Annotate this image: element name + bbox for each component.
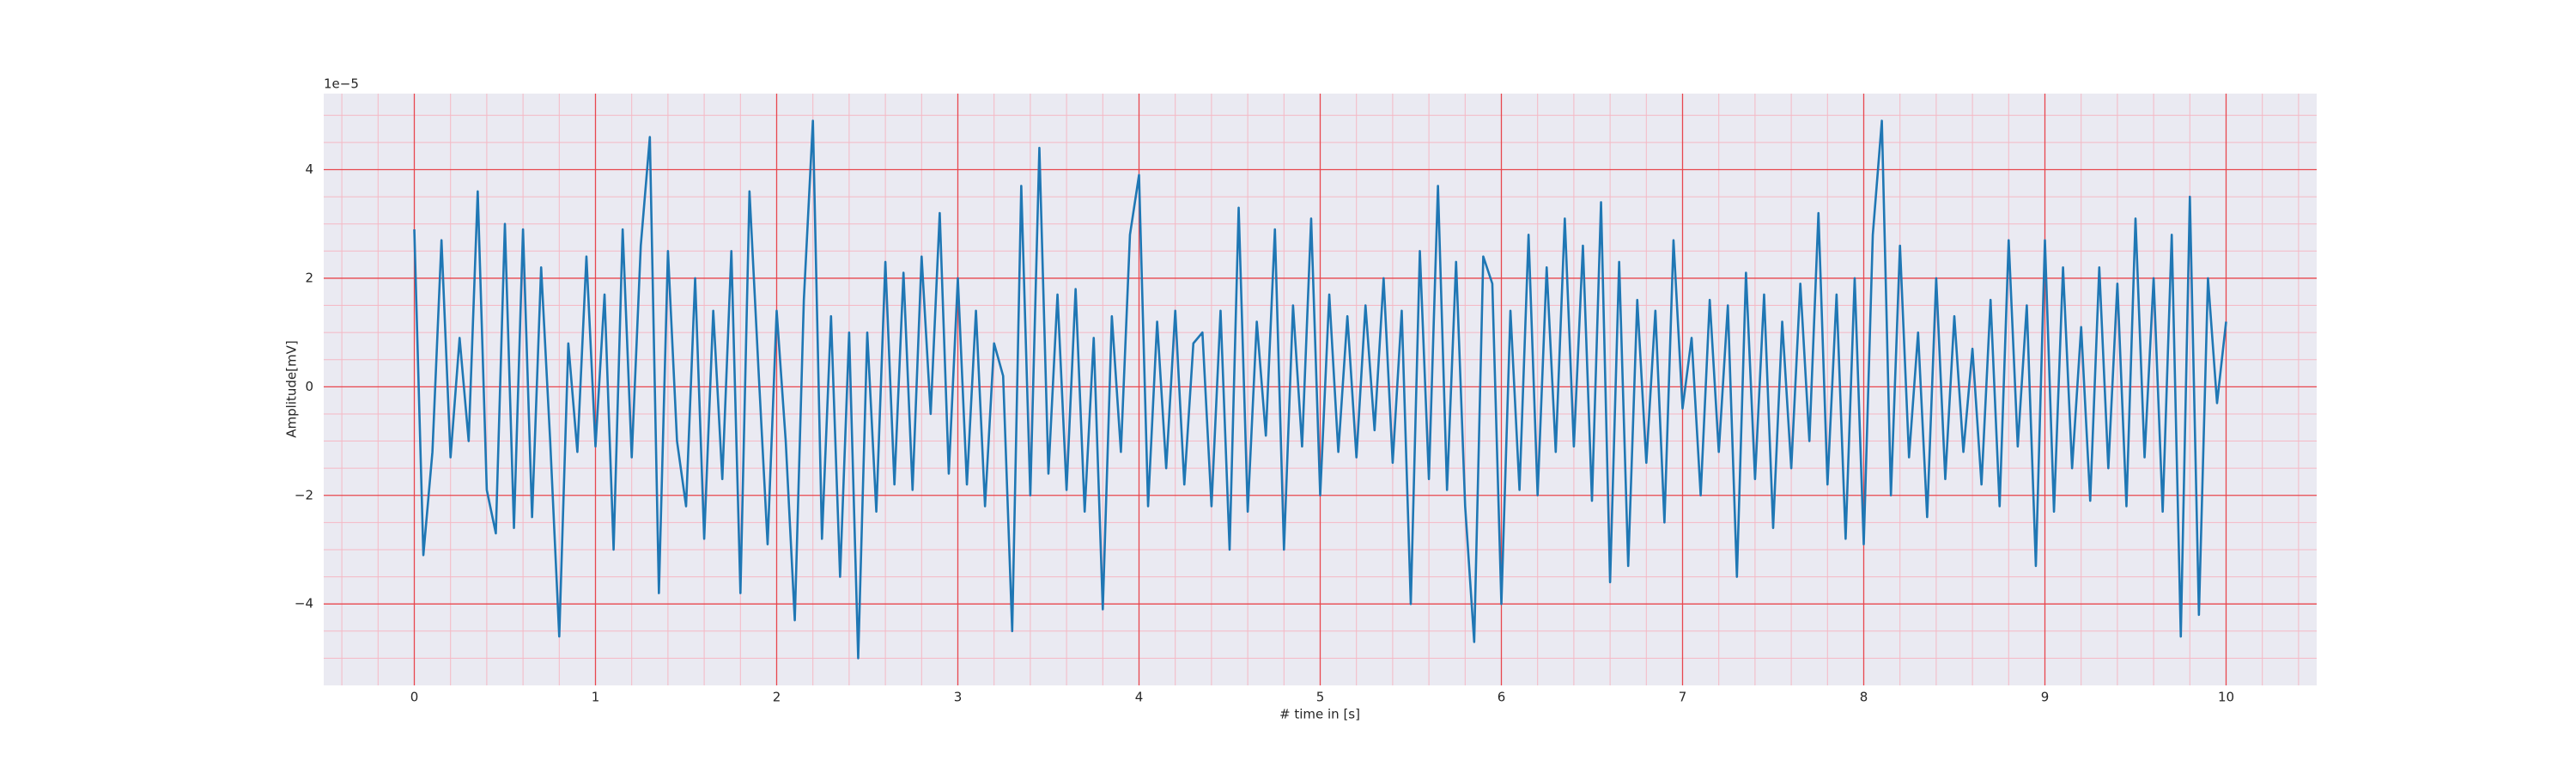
x-tick-label: 10 — [2218, 690, 2234, 705]
x-axis-label: # time in [s] — [1279, 707, 1360, 722]
x-tick-label: 9 — [2041, 690, 2050, 705]
y-tick-label: 4 — [305, 161, 313, 177]
x-tick-label: 7 — [1679, 690, 1687, 705]
grid — [324, 94, 2317, 685]
y-axis-label: Amplitude[mV] — [284, 340, 300, 437]
x-tick-label: 2 — [773, 690, 781, 705]
y-tick-label: −2 — [295, 487, 313, 502]
y-offset-label: 1e−5 — [324, 76, 359, 92]
x-tick-label: 0 — [410, 690, 419, 705]
y-tick-label: 0 — [305, 379, 313, 394]
x-tick-label: 8 — [1860, 690, 1868, 705]
x-tick-label: 5 — [1316, 690, 1325, 705]
x-tick-label: 6 — [1498, 690, 1506, 705]
y-tick-label: 2 — [305, 270, 313, 285]
plot — [413, 119, 2227, 660]
y-tick-label: −4 — [295, 596, 313, 612]
signal-line — [413, 119, 2227, 660]
x-tick-label: 1 — [592, 690, 600, 705]
x-tick-label: 3 — [954, 690, 963, 705]
x-tick-label: 4 — [1135, 690, 1144, 705]
